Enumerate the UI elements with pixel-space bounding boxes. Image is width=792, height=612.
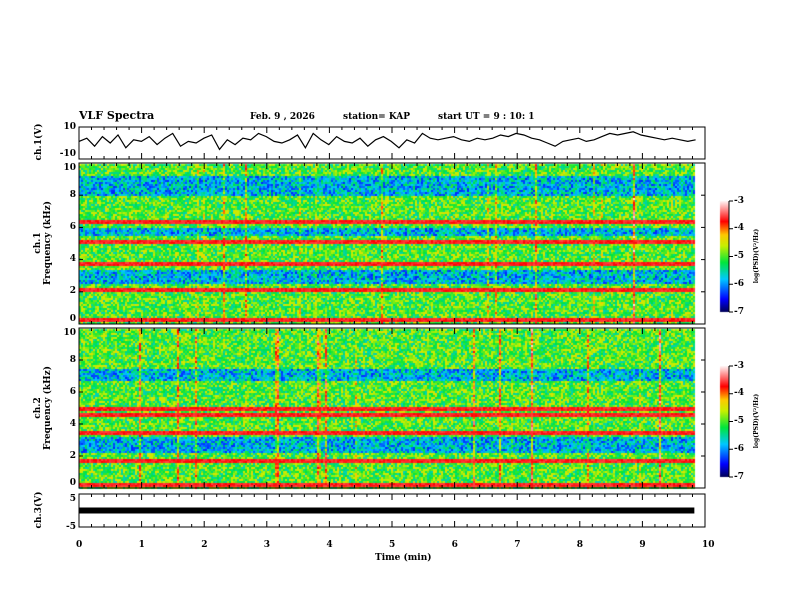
y-tick-label: 10 (63, 121, 76, 132)
colorbar-tick-label: -4 (734, 388, 744, 399)
colorbar-tick-label: -3 (734, 195, 744, 206)
x-tick-label: 6 (451, 539, 458, 550)
x-axis-label: Time (min) (375, 553, 432, 563)
x-tick-label: 7 (514, 539, 521, 550)
y-tick-label: 5 (69, 493, 76, 504)
ch1-waveform (78, 131, 696, 151)
y-tick-label: 10 (63, 162, 76, 173)
y-tick-label: 4 (69, 418, 76, 429)
x-tick-label: 3 (263, 539, 271, 550)
y-tick-label: 0 (69, 477, 76, 488)
ch3-ylabel: ch.3(V) (34, 491, 44, 529)
y-tick-label: 2 (69, 286, 76, 297)
x-tick-label: 8 (576, 539, 584, 550)
y-tick-label: 6 (69, 221, 76, 232)
colorbar-tick-label: -3 (734, 360, 744, 371)
x-tick-label: 9 (639, 539, 646, 550)
ch1-ylabel: ch.1(V) (34, 123, 44, 161)
colorbar2-label: log(PSD)(V²/Hz) (753, 393, 760, 449)
y-tick-label: 0 (69, 313, 76, 324)
panel-frame (78, 327, 706, 489)
date-label: Feb. 9 , 2026 (250, 112, 315, 122)
x-tick-label: 10 (702, 539, 715, 550)
colorbar-tick-label: -5 (734, 416, 744, 426)
x-tick-label: 2 (201, 539, 208, 550)
colorbar-tick-label: -7 (734, 471, 744, 482)
x-tick-label: 0 (76, 539, 83, 550)
ch3-waveform (79, 507, 695, 514)
ch2-spec-ylabel: ch.2 Frequency (kHz) (33, 366, 53, 451)
colorbar-tick-label: -6 (734, 443, 744, 454)
y-tick-label: 2 (69, 450, 76, 461)
station-label: station= KAP (343, 112, 411, 122)
x-tick-label: 1 (138, 539, 145, 550)
colorbar-tick-label: -4 (734, 223, 744, 234)
colorbar-tick-label: -7 (734, 306, 744, 317)
panel-frame (78, 162, 706, 325)
x-tick-label: 5 (389, 539, 396, 550)
y-tick-label: 8 (69, 354, 76, 365)
colorbar-tick-label: -6 (734, 278, 744, 289)
y-tick-label: 8 (69, 189, 76, 200)
y-tick-label: -10 (59, 148, 76, 159)
x-tick-label: 4 (326, 539, 333, 550)
colorbar-tick-label: -5 (734, 251, 744, 261)
plot-title: VLF Spectra (79, 109, 155, 122)
y-tick-label: 6 (69, 386, 76, 397)
ch1-spec-ylabel: ch.1 Frequency (kHz) (33, 201, 53, 286)
colorbar1-label: log(PSD)(V²/Hz) (753, 228, 760, 284)
y-tick-label: 10 (63, 327, 76, 338)
y-tick-label: 4 (69, 254, 76, 265)
start-time-label: start UT = 9 : 10: 1 (438, 112, 535, 122)
y-tick-label: -5 (66, 521, 76, 532)
